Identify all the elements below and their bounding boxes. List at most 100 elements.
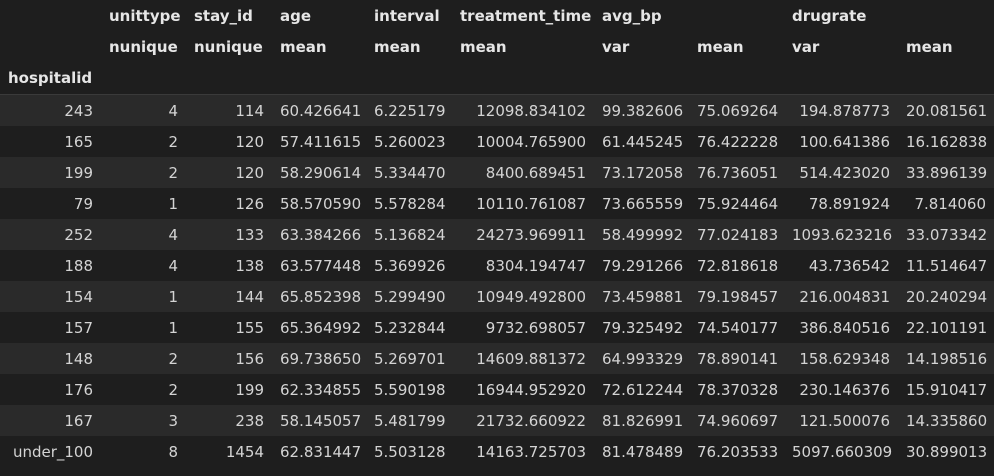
header-stat: nunique (101, 31, 186, 62)
table-cell: 3 (101, 405, 186, 436)
table-cell: 20.081561 (898, 94, 994, 126)
table-cell: 1093.623216 (784, 219, 898, 250)
row-index-cell: under_100 (0, 436, 101, 467)
table-cell: 72.818618 (689, 250, 784, 281)
table-cell: 76.203533 (689, 436, 784, 467)
table-cell: 76.736051 (689, 157, 784, 188)
table-cell: 1 (101, 188, 186, 219)
table-cell: 79.291266 (594, 250, 689, 281)
table-row: 188 4 138 63.577448 5.369926 8304.194747 79.29… (0, 250, 994, 281)
header-group-unittype: unittype (101, 0, 186, 31)
table-cell: 158.629348 (784, 343, 898, 374)
table-cell: 2 (101, 374, 186, 405)
table-cell: 2 (101, 126, 186, 157)
row-index-cell: 165 (0, 126, 101, 157)
row-index-cell: 167 (0, 405, 101, 436)
table-cell: 144 (186, 281, 272, 312)
table-cell: 69.738650 (272, 343, 366, 374)
table-cell: 57.411615 (272, 126, 366, 157)
table-cell: 100.641386 (784, 126, 898, 157)
table-cell: 8 (101, 436, 186, 467)
table-cell: 5.334470 (366, 157, 452, 188)
table-row: 176 2 199 62.334855 5.590198 16944.952920 72.6… (0, 374, 994, 405)
table-cell: 2 (101, 157, 186, 188)
table-cell: 58.570590 (272, 188, 366, 219)
table-row: 154 1 144 65.852398 5.299490 10949.492800 73.4… (0, 281, 994, 312)
table-cell: 5.503128 (366, 436, 452, 467)
table-cell: 4 (101, 94, 186, 126)
table-cell: 1 (101, 281, 186, 312)
table-cell: 133 (186, 219, 272, 250)
table-cell: 10110.761087 (452, 188, 594, 219)
table-cell: 58.290614 (272, 157, 366, 188)
header-stat: mean (452, 31, 594, 62)
table-cell: 33.073342 (898, 219, 994, 250)
table-cell: 78.370328 (689, 374, 784, 405)
table-row: 157 1 155 65.364992 5.232844 9732.698057 79.32… (0, 312, 994, 343)
table-cell: 5.481799 (366, 405, 452, 436)
header-stat: mean (898, 31, 994, 62)
table-cell: 1454 (186, 436, 272, 467)
table-row: 252 4 133 63.384266 5.136824 24273.969911 58.4… (0, 219, 994, 250)
header-stat: mean (689, 31, 784, 62)
table-cell: 138 (186, 250, 272, 281)
table-cell: 14.198516 (898, 343, 994, 374)
table-cell: 21732.660922 (452, 405, 594, 436)
header-row-groups: unittype stay_id age interval treatment_… (0, 0, 994, 31)
table-cell: 5.232844 (366, 312, 452, 343)
table-cell: 20.240294 (898, 281, 994, 312)
header-group-avg-bp: avg_bp (594, 0, 784, 31)
header-stat: var (784, 31, 898, 62)
header-group-interval: interval (366, 0, 452, 31)
table-row: 148 2 156 69.738650 5.269701 14609.881372 64.9… (0, 343, 994, 374)
table-cell: 1 (101, 312, 186, 343)
table-cell: 78.890141 (689, 343, 784, 374)
table-cell: 386.840516 (784, 312, 898, 343)
table-cell: 2 (101, 343, 186, 374)
table-cell: 22.101191 (898, 312, 994, 343)
table-cell: 76.422228 (689, 126, 784, 157)
table-cell: 8400.689451 (452, 157, 594, 188)
row-index-cell: 199 (0, 157, 101, 188)
table-cell: 114 (186, 94, 272, 126)
table-cell: 58.145057 (272, 405, 366, 436)
table-cell: 5.260023 (366, 126, 452, 157)
table-cell: 78.891924 (784, 188, 898, 219)
table-row: 167 3 238 58.145057 5.481799 21732.660922 81.8… (0, 405, 994, 436)
header-group-treatment-time: treatment_time (452, 0, 594, 31)
table-cell: 72.612244 (594, 374, 689, 405)
table-cell: 43.736542 (784, 250, 898, 281)
table-cell: 199 (186, 374, 272, 405)
table-cell: 75.924464 (689, 188, 784, 219)
table-cell: 155 (186, 312, 272, 343)
table-cell: 126 (186, 188, 272, 219)
table-cell: 61.445245 (594, 126, 689, 157)
table-cell: 4 (101, 250, 186, 281)
table-cell: 10004.765900 (452, 126, 594, 157)
header-stat: mean (366, 31, 452, 62)
table-cell: 14609.881372 (452, 343, 594, 374)
row-index-cell: 79 (0, 188, 101, 219)
table-cell: 238 (186, 405, 272, 436)
table-cell: 5.299490 (366, 281, 452, 312)
table-cell: 99.382606 (594, 94, 689, 126)
table-cell: 64.993329 (594, 343, 689, 374)
table-cell: 5.590198 (366, 374, 452, 405)
table-cell: 5.136824 (366, 219, 452, 250)
table-cell: 79.325492 (594, 312, 689, 343)
header-row-index: hospitalid (0, 62, 994, 95)
table-row: under_100 8 1454 62.831447 5.503128 14163.725… (0, 436, 994, 467)
table-cell: 79.198457 (689, 281, 784, 312)
table-header: unittype stay_id age interval treatment_… (0, 0, 994, 95)
row-index-cell: 243 (0, 94, 101, 126)
table-body: 243 4 114 60.426641 6.225179 12098.834102 99.3… (0, 94, 994, 467)
table-cell: 216.004831 (784, 281, 898, 312)
table-cell: 24273.969911 (452, 219, 594, 250)
header-group-stay-id: stay_id (186, 0, 272, 31)
table-cell: 33.896139 (898, 157, 994, 188)
table-cell: 6.225179 (366, 94, 452, 126)
table-cell: 81.826991 (594, 405, 689, 436)
table-cell: 73.172058 (594, 157, 689, 188)
table-row: 165 2 120 57.411615 5.260023 10004.765900 61.4… (0, 126, 994, 157)
table-cell: 14163.725703 (452, 436, 594, 467)
